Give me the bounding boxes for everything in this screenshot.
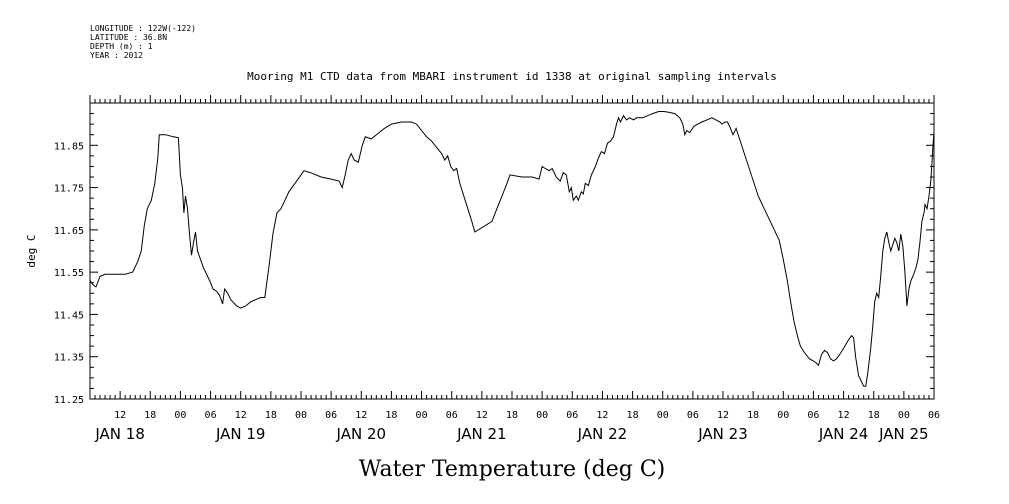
x-day-label: JAN 20 bbox=[336, 425, 387, 443]
x-day-label: JAN 21 bbox=[456, 425, 507, 443]
x-hour-tick-label: 12 bbox=[235, 410, 247, 421]
x-hour-tick-label: 00 bbox=[174, 410, 186, 421]
x-hour-tick-label: 06 bbox=[687, 410, 699, 421]
x-hour-tick-label: 12 bbox=[596, 410, 608, 421]
y-tick-label: 11.55 bbox=[54, 268, 84, 279]
x-hour-tick-label: 18 bbox=[627, 410, 639, 421]
x-day-label: JAN 23 bbox=[697, 425, 748, 443]
header-line-depth: DEPTH (m) : 1 bbox=[90, 42, 153, 51]
x-hour-tick-label: 12 bbox=[838, 410, 850, 421]
x-hour-tick-label: 00 bbox=[898, 410, 910, 421]
x-hour-tick-label: 00 bbox=[657, 410, 669, 421]
header-line-year: YEAR : 2012 bbox=[90, 51, 143, 60]
x-axis-label: Water Temperature (deg C) bbox=[359, 457, 666, 482]
y-tick-label: 11.25 bbox=[54, 395, 84, 406]
x-hour-tick-label: 18 bbox=[265, 410, 277, 421]
header-info: LONGITUDE : 122W(-122) LATITUDE : 36.8N … bbox=[90, 24, 196, 60]
x-day-label: JAN 24 bbox=[818, 425, 869, 443]
y-tick-label: 11.65 bbox=[54, 226, 84, 237]
x-hour-tick-label: 12 bbox=[114, 410, 126, 421]
x-hour-tick-label: 00 bbox=[536, 410, 548, 421]
x-hour-tick-label: 18 bbox=[144, 410, 156, 421]
y-tick-label: 11.85 bbox=[54, 141, 84, 152]
y-tick-label: 11.35 bbox=[54, 353, 84, 364]
x-hour-tick-label: 00 bbox=[295, 410, 307, 421]
chart-title: Mooring M1 CTD data from MBARI instrumen… bbox=[247, 70, 777, 83]
axes: 12 18 00 06 12 18 00 06 12 18 00 06 12 18 00 06 12 18 00 06… bbox=[54, 95, 940, 443]
x-hour-tick-label: 06 bbox=[205, 410, 217, 421]
plot-frame bbox=[89, 102, 935, 400]
x-hour-tick-label: 18 bbox=[385, 410, 397, 421]
x-hour-tick-label: 12 bbox=[717, 410, 729, 421]
x-hour-tick-label: 12 bbox=[355, 410, 367, 421]
x-hour-tick-label: 06 bbox=[928, 410, 940, 421]
x-day-label: JAN 19 bbox=[215, 425, 266, 443]
header-line-longitude: LONGITUDE : 122W(-122) bbox=[90, 24, 196, 33]
y-axis-label: deg C bbox=[25, 234, 38, 267]
x-hour-tick-label: 06 bbox=[325, 410, 337, 421]
x-hour-tick-label: 06 bbox=[807, 410, 819, 421]
y-tick-label: 11.45 bbox=[54, 310, 84, 321]
x-hour-tick-label: 00 bbox=[777, 410, 789, 421]
x-hour-tick-label: 18 bbox=[868, 410, 880, 421]
x-day-label: JAN 18 bbox=[94, 425, 145, 443]
x-day-label: JAN 22 bbox=[577, 425, 628, 443]
y-tick-label: 11.75 bbox=[54, 184, 84, 195]
x-hour-tick-label: 06 bbox=[566, 410, 578, 421]
x-hour-tick-label: 00 bbox=[416, 410, 428, 421]
temperature-series-line bbox=[89, 111, 935, 387]
x-hour-tick-label: 12 bbox=[476, 410, 488, 421]
x-hour-tick-label: 06 bbox=[446, 410, 458, 421]
x-day-label: JAN 25 bbox=[878, 425, 929, 443]
x-hour-tick-label: 18 bbox=[747, 410, 759, 421]
x-hour-tick-label: 18 bbox=[506, 410, 518, 421]
header-line-latitude: LATITUDE : 36.8N bbox=[90, 33, 167, 42]
